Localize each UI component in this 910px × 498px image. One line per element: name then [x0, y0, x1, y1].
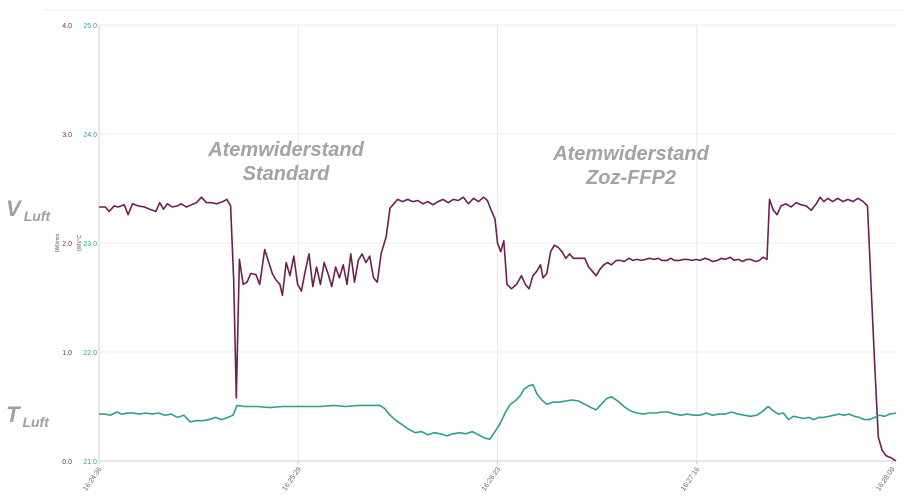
y-right-axis-title: (Wl)/°C: [77, 235, 83, 252]
v-luft-main: V: [6, 196, 21, 221]
t-luft-main: T: [6, 402, 20, 427]
y-right-tick-label: 25.0: [83, 23, 97, 30]
x-tick-label: 16:27:16: [680, 466, 701, 492]
axes: 0.0 1.0 2.0 3.0 4.0 21.0 22.0 23.0 24.0 25.0 16:24…: [55, 23, 897, 492]
series-line-t-luft: [99, 383, 897, 440]
y-left-tick-label: 0.0: [62, 459, 72, 466]
y-left-tick-label: 2.0: [62, 241, 72, 248]
x-tick-label: 16:26:23: [481, 466, 502, 492]
v-luft-sub: Luft: [23, 208, 51, 224]
y-left-tick-label: 3.0: [62, 132, 72, 139]
series-line-v-luft: [99, 196, 897, 462]
annotation-standard-line1: Atemwiderstand: [208, 139, 364, 161]
v-luft-label: V Luft: [6, 196, 51, 224]
t-luft-sub: Luft: [22, 414, 49, 430]
x-tick-label: 16:28:09: [875, 466, 896, 492]
y-right-tick-label: 23.0: [83, 241, 97, 248]
y-right-tick-label: 22.0: [83, 350, 97, 357]
series-layer: [99, 196, 897, 462]
annotation-standard-line2: Standard: [242, 163, 330, 185]
y-left-axis-title: (Wl)/min: [55, 233, 61, 252]
annotation-zoz-ffp2: Atemwiderstand Zoz-FFP2: [540, 142, 722, 190]
y-left-tick-label: 4.0: [62, 23, 72, 30]
annotation-zoz-line1: Atemwiderstand: [553, 143, 709, 165]
y-right-tick-label: 21.0: [83, 459, 97, 466]
y-left-tick-label: 1.0: [62, 350, 72, 357]
x-tick-label: 16:25:29: [282, 466, 303, 492]
grid: [44, 9, 906, 461]
annotation-zoz-line2: Zoz-FFP2: [586, 167, 676, 189]
annotation-standard: Atemwiderstand Standard: [196, 138, 376, 186]
y-right-tick-label: 24.0: [83, 132, 97, 139]
x-tick-label: 16:24:36: [82, 466, 103, 492]
t-luft-label: T Luft: [6, 402, 49, 430]
